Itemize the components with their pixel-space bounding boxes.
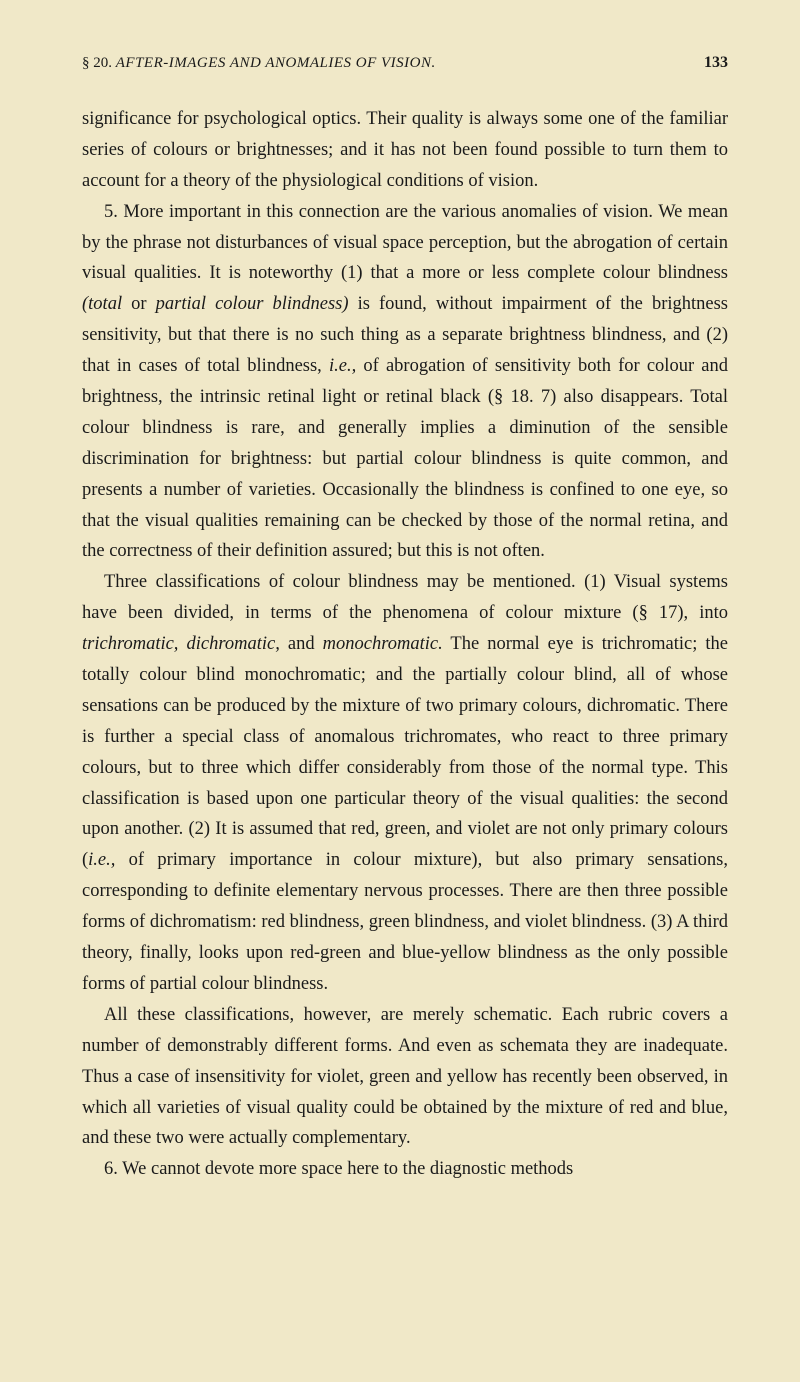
page-header: § 20. AFTER-IMAGES AND ANOMALIES OF VISI… <box>82 54 728 72</box>
p3-text-3: The normal eye is trichromatic; the tota… <box>82 634 728 870</box>
p5-text: 6. We cannot devote more space here to t… <box>104 1159 573 1179</box>
page-number: 133 <box>704 54 728 72</box>
section-number: § 20. <box>82 55 112 71</box>
paragraph-5: 6. We cannot devote more space here to t… <box>82 1154 728 1185</box>
paragraph-1: significance for psychological optics. T… <box>82 104 728 197</box>
p4-text: All these classifications, however, are … <box>82 1005 728 1149</box>
paragraph-4: All these classifications, however, are … <box>82 1000 728 1154</box>
header-title: § 20. AFTER-IMAGES AND ANOMALIES OF VISI… <box>82 55 436 72</box>
p2-italic-1: (total <box>82 294 122 314</box>
p3-italic-1: trichromatic, dichromatic, <box>82 634 280 654</box>
body-content: significance for psychological optics. T… <box>82 104 728 1185</box>
p2-text-2: or <box>122 294 156 314</box>
p2-italic-2: partial colour blindness) <box>156 294 349 314</box>
p2-text-4: of abrogation of sensitivity both for co… <box>82 356 728 561</box>
p2-italic-3: i.e., <box>329 356 356 376</box>
p3-text-4: of primary importance in colour mixture)… <box>82 850 728 994</box>
p1-text: significance for psychological optics. T… <box>82 109 728 191</box>
p3-text-1: Three classifications of colour blindnes… <box>82 572 728 623</box>
p3-italic-2: monochromatic. <box>323 634 443 654</box>
p2-text-1: 5. More important in this connection are… <box>82 202 728 284</box>
paragraph-2: 5. More important in this connection are… <box>82 197 728 568</box>
chapter-title: AFTER-IMAGES AND ANOMALIES OF VISION. <box>116 55 436 71</box>
p3-text-2: and <box>280 634 323 654</box>
p3-italic-3: i.e., <box>88 850 115 870</box>
paragraph-3: Three classifications of colour blindnes… <box>82 567 728 999</box>
